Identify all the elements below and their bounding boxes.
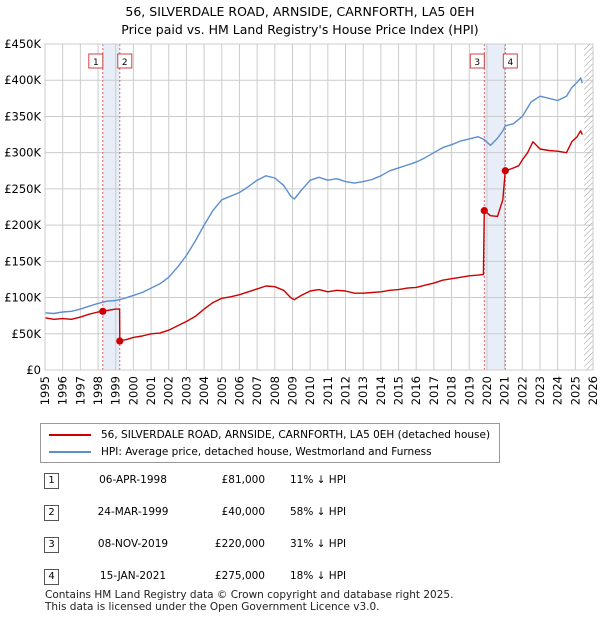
x-tick-label: 2025 <box>568 376 582 405</box>
y-tick-label: £400K <box>4 73 41 87</box>
x-tick-label: 2019 <box>462 376 476 405</box>
sale-hpi-diff: 31% ↓ HPI <box>290 538 347 550</box>
x-tick-label: 2024 <box>551 376 565 405</box>
y-tick-label: £350K <box>4 109 41 123</box>
sale-point <box>116 337 124 345</box>
x-tick-label: 2006 <box>232 376 246 405</box>
sale-number: 1 <box>44 473 59 489</box>
legend: 56, SILVERDALE ROAD, ARNSIDE, CARNFORTH,… <box>40 423 500 463</box>
x-tick-label: 2012 <box>339 376 353 405</box>
title-line-1: 56, SILVERDALE ROAD, ARNSIDE, CARNFORTH,… <box>125 4 475 19</box>
sale-row: 3 08-NOV-2019 £220,000 31% ↓ HPI <box>40 534 460 556</box>
sale-point <box>99 307 107 315</box>
footer-line-1: Contains HM Land Registry data © Crown c… <box>45 589 454 601</box>
sale-price: £81,000 <box>221 474 265 486</box>
plot-frame <box>44 43 594 371</box>
legend-item-hpi: HPI: Average price, detached house, West… <box>41 444 432 460</box>
legend-swatch-hpi <box>49 451 91 453</box>
x-tick-label: 2004 <box>197 376 211 405</box>
y-tick-label: £300K <box>4 146 41 160</box>
x-tick-label: 2009 <box>285 376 299 405</box>
sale-marker-label: 3 <box>474 58 480 68</box>
x-tick-label: 2021 <box>498 376 512 405</box>
forecast-hatch <box>584 44 593 370</box>
series-line-property <box>44 130 584 342</box>
x-tick-label: 2005 <box>215 376 229 405</box>
x-tick-label: 1995 <box>38 376 52 405</box>
sale-marker-label: 2 <box>122 58 128 68</box>
x-tick-label: 1998 <box>91 376 105 405</box>
x-tick-label: 2007 <box>250 376 264 405</box>
sale-marker-box <box>117 53 133 69</box>
sale-marker-label: 4 <box>507 58 513 68</box>
sale-date: 08-NOV-2019 <box>97 538 169 550</box>
sale-hpi-diff: 58% ↓ HPI <box>290 506 347 518</box>
sale-hpi-diff: 11% ↓ HPI <box>290 474 347 486</box>
x-tick-label: 2008 <box>268 376 282 405</box>
sale-row: 2 24-MAR-1999 £40,000 58% ↓ HPI <box>40 502 460 524</box>
y-tick-label: £0 <box>26 363 41 377</box>
x-tick-label: 2014 <box>374 376 388 405</box>
sale-period-shade <box>484 44 506 370</box>
y-tick-label: £150K <box>4 254 41 268</box>
sale-period-shade <box>102 44 120 370</box>
x-tick-label: 2018 <box>445 376 459 405</box>
sale-marker-box <box>502 53 518 69</box>
sale-number: 3 <box>44 537 59 553</box>
x-tick-label: 2026 <box>586 376 600 405</box>
sale-date: 24-MAR-1999 <box>97 506 169 518</box>
y-tick-label: £100K <box>4 291 41 305</box>
y-tick-label: £250K <box>4 182 41 196</box>
sale-marker-box <box>469 53 485 69</box>
chart-title: 56, SILVERDALE ROAD, ARNSIDE, CARNFORTH,… <box>0 3 600 39</box>
x-tick-label: 2013 <box>356 376 370 405</box>
sale-marker-label: 1 <box>93 58 99 68</box>
sale-marker-box <box>88 53 104 69</box>
price-chart: 1995 1996 1997 1998 1999 2000 2001 2002 2003 2004… <box>4 37 600 405</box>
x-tick-label: 1997 <box>73 376 87 405</box>
sale-date: 06-APR-1998 <box>99 474 167 486</box>
y-tick-label: £50K <box>12 327 42 341</box>
x-tick-label: 2022 <box>515 376 529 405</box>
legend-label-hpi: HPI: Average price, detached house, West… <box>101 446 432 458</box>
y-tick-label: £450K <box>4 37 41 51</box>
x-tick-label: 2017 <box>427 376 441 405</box>
legend-label-property: 56, SILVERDALE ROAD, ARNSIDE, CARNFORTH,… <box>101 429 491 441</box>
legend-item-property: 56, SILVERDALE ROAD, ARNSIDE, CARNFORTH,… <box>41 427 490 443</box>
sale-price: £220,000 <box>214 538 265 550</box>
x-tick-label: 2010 <box>303 376 317 405</box>
x-tick-label: 2000 <box>126 376 140 405</box>
x-tick-label: 1996 <box>56 376 70 405</box>
series-line-hpi <box>44 77 584 315</box>
sale-point <box>480 207 488 215</box>
x-tick-label: 2003 <box>179 376 193 405</box>
sale-row: 4 15-JAN-2021 £275,000 18% ↓ HPI <box>40 566 460 588</box>
x-tick-label: 2002 <box>162 376 176 405</box>
x-tick-label: 2001 <box>144 376 158 405</box>
sale-hpi-diff: 18% ↓ HPI <box>290 570 347 582</box>
title-line-2: Price paid vs. HM Land Registry's House … <box>121 22 479 37</box>
sale-number: 4 <box>44 569 59 585</box>
footer-line-2: This data is licensed under the Open Gov… <box>45 601 380 613</box>
legend-swatch-property <box>49 434 91 436</box>
sale-number: 2 <box>44 505 59 521</box>
sale-row: 1 06-APR-1998 £81,000 11% ↓ HPI <box>40 470 460 492</box>
x-tick-label: 2011 <box>321 376 335 405</box>
sale-price: £40,000 <box>221 506 265 518</box>
sale-price: £275,000 <box>214 570 265 582</box>
footer: Contains HM Land Registry data © Crown c… <box>45 589 453 613</box>
x-tick-label: 1999 <box>109 376 123 405</box>
x-tick-label: 2016 <box>409 376 423 405</box>
x-tick-label: 2023 <box>533 376 547 405</box>
sale-date: 15-JAN-2021 <box>99 570 167 582</box>
sale-point <box>501 167 509 175</box>
x-tick-label: 2015 <box>392 376 406 405</box>
y-tick-label: £200K <box>4 218 41 232</box>
x-tick-label: 2020 <box>480 376 494 405</box>
